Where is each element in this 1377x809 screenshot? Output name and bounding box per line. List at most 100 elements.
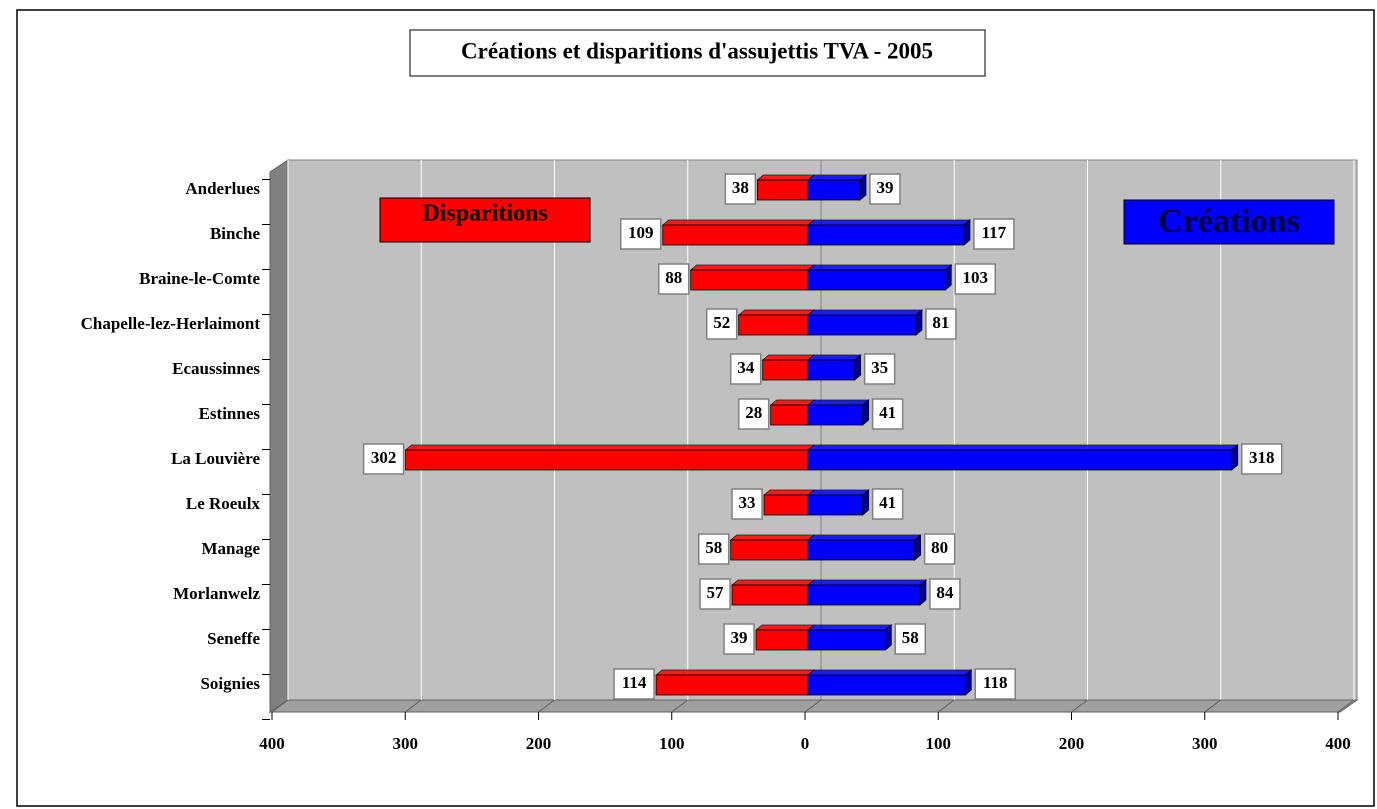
bar bbox=[807, 404, 864, 426]
bar bbox=[762, 359, 809, 381]
bar bbox=[807, 539, 915, 561]
data-label: 39 bbox=[731, 628, 748, 647]
data-label: 318 bbox=[1249, 448, 1275, 467]
bar-top bbox=[806, 489, 870, 496]
grid bbox=[271, 160, 1355, 713]
y-tick-label: Morlanwelz bbox=[173, 584, 260, 603]
data-label-box bbox=[869, 173, 901, 205]
bar-top bbox=[769, 399, 816, 406]
legend-swatch bbox=[1123, 199, 1335, 245]
bar-top bbox=[806, 264, 953, 271]
data-label: 39 bbox=[876, 178, 893, 197]
bar-top bbox=[654, 669, 816, 676]
bar-side bbox=[862, 399, 870, 426]
bar-side bbox=[964, 669, 972, 696]
data-label: 118 bbox=[983, 673, 1008, 692]
bar-top bbox=[737, 309, 816, 316]
data-label: 41 bbox=[879, 403, 896, 422]
bar-side bbox=[914, 534, 921, 561]
bar-side bbox=[1231, 444, 1239, 471]
bar bbox=[807, 494, 864, 516]
x-tick-label: 100 bbox=[926, 734, 952, 753]
data-label-box bbox=[974, 668, 1016, 700]
data-label: 28 bbox=[745, 403, 762, 422]
y-tick-label: Braine-le-Comte bbox=[139, 269, 260, 288]
data-label: 33 bbox=[739, 493, 756, 512]
data-label: 88 bbox=[665, 268, 682, 287]
data-label: 38 bbox=[732, 178, 749, 197]
y-tick-label: La Louvière bbox=[171, 449, 260, 468]
y-tick-label: Soignies bbox=[200, 674, 260, 693]
floor-grid-line bbox=[1071, 699, 1088, 713]
bar bbox=[807, 674, 966, 696]
y-tick-label: Binche bbox=[210, 224, 261, 243]
data-label-box bbox=[863, 353, 896, 385]
bar bbox=[807, 449, 1233, 471]
data-label-box bbox=[954, 263, 996, 295]
data-label: 41 bbox=[879, 493, 896, 512]
bar bbox=[690, 269, 809, 291]
data-label-box bbox=[620, 218, 662, 250]
bar bbox=[807, 584, 921, 606]
x-tick-label: 400 bbox=[1325, 734, 1351, 753]
bar bbox=[655, 674, 809, 696]
legend-swatch bbox=[379, 197, 591, 243]
x-tick-label: 100 bbox=[659, 734, 685, 753]
bar-top bbox=[754, 624, 816, 631]
data-label-box bbox=[729, 353, 762, 385]
bar bbox=[807, 269, 946, 291]
y-tick-label: Chapelle-lez-Herlaimont bbox=[81, 314, 261, 333]
bar-top bbox=[806, 624, 893, 631]
data-label-box bbox=[973, 218, 1015, 250]
data-label: 302 bbox=[371, 448, 397, 467]
bar-top bbox=[806, 534, 922, 541]
bar bbox=[755, 629, 809, 651]
data-label-box bbox=[697, 533, 730, 565]
bar-top bbox=[806, 669, 973, 676]
data-label-box bbox=[362, 443, 405, 475]
data-label: 81 bbox=[932, 313, 949, 332]
legend-label: Disparitions bbox=[422, 201, 547, 227]
bar-side bbox=[862, 489, 870, 516]
x-tick-label: 300 bbox=[393, 734, 419, 753]
data-label-box bbox=[925, 308, 957, 340]
data-label: 117 bbox=[982, 223, 1007, 242]
bar-top bbox=[689, 264, 816, 271]
bar-top bbox=[806, 399, 870, 406]
y-tick-label: Seneffe bbox=[207, 629, 260, 648]
data-label-box bbox=[699, 578, 731, 610]
bar bbox=[807, 179, 861, 201]
y-tick-label: Manage bbox=[201, 539, 260, 558]
bar-top bbox=[404, 444, 816, 451]
bar-side bbox=[854, 354, 862, 381]
data-label: 34 bbox=[737, 358, 755, 377]
data-label: 84 bbox=[936, 583, 954, 602]
bar-side bbox=[963, 219, 971, 246]
y-tick-label: Le Roeulx bbox=[186, 494, 261, 513]
data-label: 103 bbox=[962, 268, 988, 287]
bar bbox=[405, 449, 809, 471]
data-label-box bbox=[894, 623, 927, 655]
bar bbox=[662, 224, 809, 246]
title-box bbox=[409, 29, 986, 77]
data-label-box bbox=[923, 533, 956, 565]
x-tick-label: 300 bbox=[1192, 734, 1218, 753]
data-label: 57 bbox=[707, 583, 725, 602]
bar-top bbox=[806, 579, 928, 586]
bar-side bbox=[859, 174, 867, 201]
data-label-box bbox=[871, 398, 904, 430]
bar-top bbox=[806, 309, 924, 316]
y-tick-label: Ecaussinnes bbox=[172, 359, 260, 378]
data-label-box bbox=[657, 263, 690, 295]
x-tick-label: 200 bbox=[1059, 734, 1085, 753]
data-label: 52 bbox=[713, 313, 730, 332]
bar bbox=[770, 404, 809, 426]
bar-top bbox=[806, 174, 868, 181]
bar bbox=[738, 314, 809, 336]
data-label-box bbox=[724, 173, 757, 205]
bars: 38 39 109 117 88 103 52 81 34 35 28 41 302 318 33 41 58 8… bbox=[362, 173, 1283, 700]
bar bbox=[756, 179, 809, 201]
floor-grid-line bbox=[271, 699, 289, 713]
bar bbox=[763, 494, 809, 516]
floor-grid-line bbox=[1204, 699, 1222, 713]
